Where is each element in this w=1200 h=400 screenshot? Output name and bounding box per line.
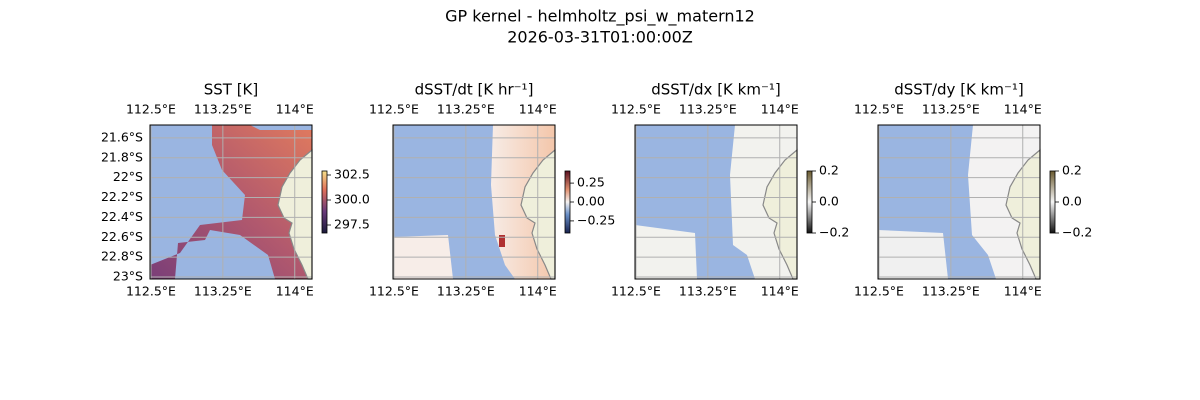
- x-tick-label-top: 114°E: [761, 102, 799, 117]
- x-tick-label-top: 112.5°E: [126, 102, 176, 117]
- x-tick-label-top: 114°E: [519, 102, 557, 117]
- y-tick-label: 21.8°S: [101, 149, 143, 164]
- colorbar: [1049, 170, 1056, 234]
- panel-title: dSST/dy [K km⁻¹]: [894, 81, 1024, 99]
- figure-title: GP kernel - helmholtz_psi_w_matern12: [445, 7, 755, 27]
- x-tick-label: 113.25°E: [194, 284, 252, 299]
- y-tick-label: 22.6°S: [101, 229, 143, 244]
- colorbar-tick-label: 300.0: [334, 192, 370, 207]
- field: [878, 230, 948, 279]
- x-tick-label-top: 112.5°E: [854, 102, 904, 117]
- x-tick-label: 112.5°E: [854, 284, 904, 299]
- x-tick-label-top: 114°E: [1004, 102, 1042, 117]
- x-tick-label-top: 114°E: [276, 102, 314, 117]
- x-tick-label: 113.25°E: [437, 284, 495, 299]
- x-tick-label-top: 113.25°E: [922, 102, 980, 117]
- colorbar-tick-label: 0.00: [577, 194, 605, 209]
- x-tick-label-top: 112.5°E: [369, 102, 419, 117]
- y-tick-label: 22.4°S: [101, 209, 143, 224]
- map-frame: [149, 124, 313, 280]
- x-tick-label: 112.5°E: [369, 284, 419, 299]
- x-tick-label: 113.25°E: [679, 284, 737, 299]
- map-frame: [392, 124, 556, 280]
- colorbar-tick-label: 0.0: [1062, 194, 1082, 209]
- colorbar: [806, 170, 813, 234]
- field: [150, 125, 312, 279]
- colorbar: [321, 170, 328, 234]
- colorbar-tick-label: 0.25: [577, 175, 605, 190]
- x-tick-label: 114°E: [1004, 284, 1042, 299]
- panel-title: SST [K]: [204, 81, 259, 99]
- field: [499, 235, 505, 247]
- colorbar-tick-label: −0.25: [577, 212, 615, 227]
- map-frame: [634, 124, 798, 280]
- panel-title: dSST/dx [K km⁻¹]: [651, 81, 781, 99]
- map-frame: [877, 124, 1041, 280]
- y-tick-label: 22°S: [113, 169, 143, 184]
- field: [635, 225, 697, 279]
- x-tick-label: 112.5°E: [126, 284, 176, 299]
- colorbar-tick-label: 0.2: [819, 163, 839, 178]
- x-tick-label: 112.5°E: [611, 284, 661, 299]
- x-tick-label-top: 113.25°E: [679, 102, 737, 117]
- x-tick-label-top: 112.5°E: [611, 102, 661, 117]
- y-tick-label: 22.2°S: [101, 189, 143, 204]
- colorbar-tick-label: −0.2: [819, 225, 849, 240]
- colorbar-tick-label: −0.2: [1062, 225, 1092, 240]
- colorbar: [564, 170, 571, 234]
- x-tick-label: 114°E: [519, 284, 557, 299]
- y-tick-label: 21.6°S: [101, 129, 143, 144]
- x-tick-label-top: 113.25°E: [437, 102, 495, 117]
- x-tick-label-top: 113.25°E: [194, 102, 252, 117]
- panel-title: dSST/dt [K hr⁻¹]: [415, 81, 534, 99]
- colorbar-tick-label: 297.5: [334, 217, 370, 232]
- colorbar-tick-label: 0.2: [1062, 163, 1082, 178]
- y-tick-label: 22.8°S: [101, 249, 143, 264]
- x-tick-label: 113.25°E: [922, 284, 980, 299]
- figure-subtitle: 2026-03-31T01:00:00Z: [507, 28, 693, 47]
- colorbar-tick-label: 302.5: [334, 167, 370, 182]
- y-tick-label: 23°S: [113, 269, 143, 284]
- x-tick-label: 114°E: [276, 284, 314, 299]
- colorbar-tick-label: 0.0: [819, 194, 839, 209]
- x-tick-label: 114°E: [761, 284, 799, 299]
